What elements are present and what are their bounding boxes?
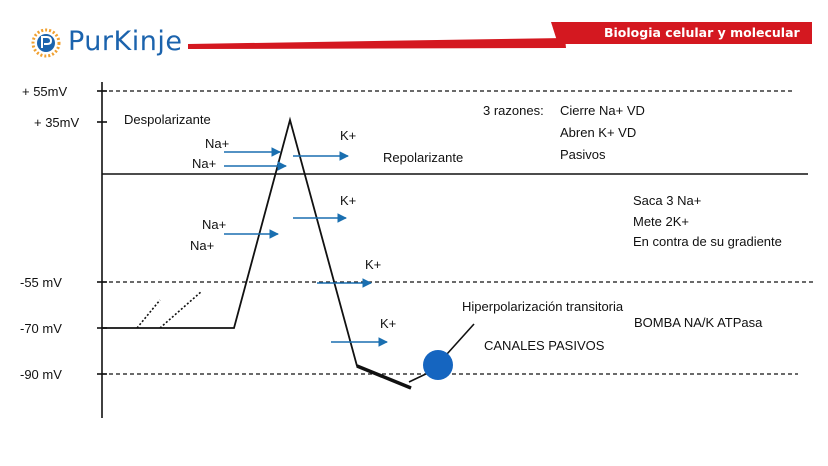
logo-icon [31,28,61,58]
stimulus-dotted-2 [159,290,203,329]
action-potential-curve [102,116,412,389]
ion-label-na-3: Na+ [202,217,227,232]
label-razones-title: 3 razones: [483,103,544,118]
brand-logo-text: PurKinje [68,26,183,57]
pump-circle [423,350,453,380]
label-bomba-atpasa: BOMBA NA/K ATPasa [634,315,763,330]
ion-label-na-4: Na+ [190,238,215,253]
label-bomba-2: Mete 2K+ [633,214,690,229]
header-title: Biologia celular y molecular [604,25,800,40]
ion-label-k-3: K+ [365,257,382,272]
label-despolarizante: Despolarizante [124,112,211,127]
label-razon-2: Abren K+ VD [560,125,637,140]
ion-label-na-2: Na+ [192,156,217,171]
axis-label-m55: -55 mV [20,275,62,290]
label-bomba-3: En contra de su gradiente [633,234,782,249]
label-hiperpolarizacion: Hiperpolarización transitoria [462,299,624,314]
ion-label-k-4: K+ [380,316,397,331]
ion-label-k-2: K+ [340,193,357,208]
axis-label-55: + 55mV [22,84,68,99]
ion-label-na-1: Na+ [205,136,230,151]
ion-label-k-1: K+ [340,128,357,143]
label-repolarizante: Repolarizante [383,150,464,165]
hyperpolarization-thick [356,364,412,390]
label-canales-pasivos: CANALES PASIVOS [484,338,605,353]
axis-label-m70: -70 mV [20,321,62,336]
label-razon-1: Cierre Na+ VD [560,103,645,118]
label-bomba-1: Saca 3 Na+ [633,193,702,208]
header-title-banner [551,22,812,44]
axis-label-m90: -90 mV [20,367,62,382]
header-red-bar [188,38,566,49]
stimulus-dotted-1 [136,299,161,329]
label-razon-3: Pasivos [560,147,606,162]
axis-label-35: + 35mV [34,115,80,130]
